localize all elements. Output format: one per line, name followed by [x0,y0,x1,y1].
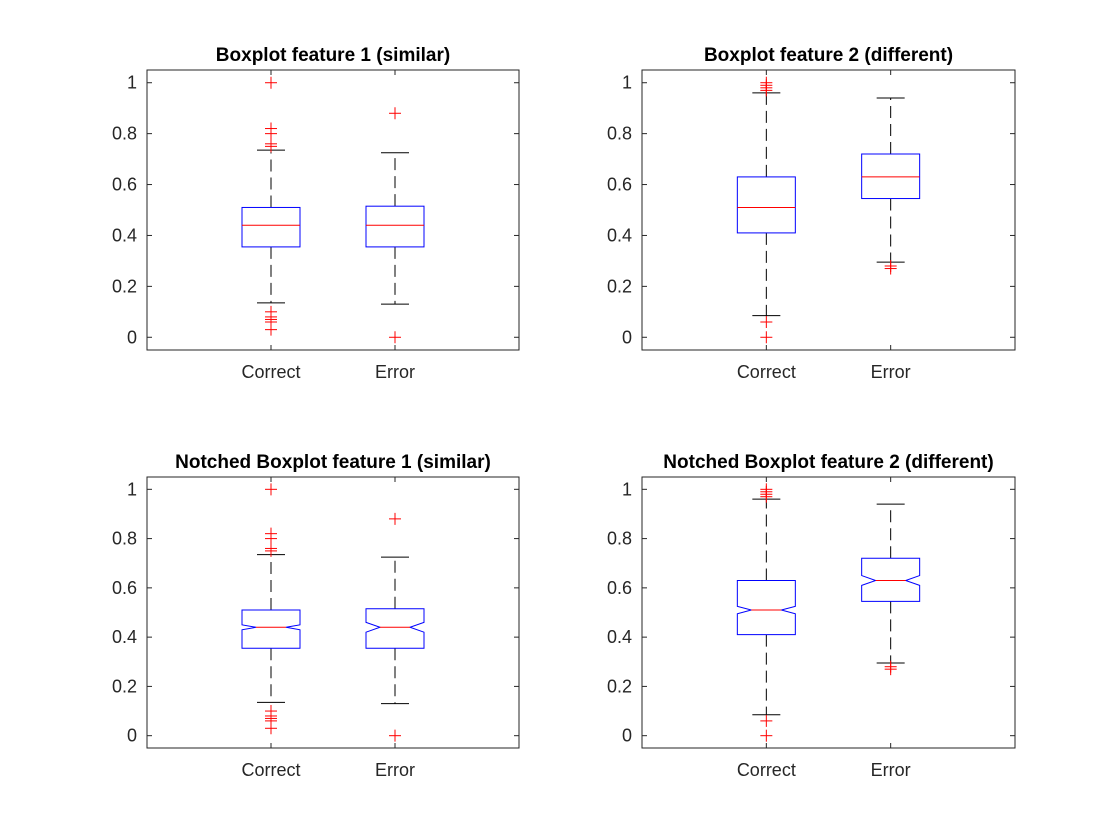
axes-box [641,476,1016,749]
y-tick-label: 0.4 [607,225,632,245]
box-error [861,503,921,676]
y-tick-label: 0.6 [607,175,632,195]
x-tick-label: Error [375,760,415,780]
box-rect [861,153,921,200]
x-tick-label: Error [871,362,911,382]
outlier-marker [265,140,277,153]
box-correct [736,76,796,344]
axes-box [146,69,520,351]
y-tick-label: 1 [127,73,137,93]
y-tick-label: 0.2 [607,676,632,696]
outlier-marker [760,331,773,344]
notched-box [365,608,425,649]
box-error [365,107,425,344]
y-tick-label: 1 [622,479,632,499]
outlier-marker [389,331,401,344]
y-tick-label: 0.4 [112,627,137,647]
y-tick-label: 0.4 [112,225,137,245]
notched-box [241,609,301,649]
outlier-marker [760,490,773,503]
notched-box [736,579,796,636]
y-tick-label: 0 [622,726,632,746]
box-correct [736,483,796,742]
y-tick-label: 1 [127,479,137,499]
y-tick-label: 0.8 [112,529,137,549]
outlier-marker [265,127,277,140]
outlier-marker [760,316,773,328]
y-tick-label: 0.8 [607,529,632,549]
box-rect [241,206,301,248]
box-correct [241,76,301,336]
chart-panel-1: Boxplot feature 1 (similar) 0 0.2 0.4 0.6 0.8… [112,45,520,382]
notched-box [861,557,921,602]
outlier-marker [265,544,277,557]
x-tick-label: Correct [241,760,300,780]
y-tick-label: 0.6 [607,578,632,598]
y-tick-label: 0.6 [112,175,137,195]
outlier-marker [265,323,277,336]
x-tick-label: Correct [241,362,300,382]
chart-panel-3: Notched Boxplot feature 1 (similar) 0 0.2 0… [112,452,520,780]
outlier-marker [389,107,401,120]
chart-title: Boxplot feature 1 (similar) [216,45,450,66]
chart-title: Notched Boxplot feature 1 (similar) [175,452,491,473]
y-tick-label: 0.2 [607,276,632,296]
outlier-marker [389,729,401,742]
y-tick-label: 0 [622,327,632,347]
outlier-marker [265,722,277,735]
outlier-marker [265,483,277,496]
y-tick-label: 0.8 [112,124,137,144]
box-error [365,512,425,742]
outlier-marker [884,663,897,676]
chart-title: Notched Boxplot feature 2 (different) [663,452,993,473]
y-tick-label: 0.4 [607,627,632,647]
chart-panel-4: Notched Boxplot feature 2 (different) 0 0.… [607,452,1016,780]
y-tick-label: 0.2 [112,676,137,696]
axes-box [641,69,1016,351]
axes-box [146,476,520,749]
y-tick-label: 0.8 [607,124,632,144]
outlier-marker [760,84,773,97]
outlier-marker [760,729,773,742]
outlier-marker [265,76,277,89]
chart-title: Boxplot feature 2 (different) [704,45,953,66]
box-error [861,97,921,275]
box-correct [241,483,301,735]
box-rect [736,176,796,234]
x-tick-label: Correct [737,760,796,780]
y-tick-label: 1 [622,73,632,93]
y-tick-label: 0 [127,726,137,746]
x-tick-label: Error [375,362,415,382]
y-tick-label: 0.2 [112,276,137,296]
outlier-marker [884,262,897,275]
box-rect [365,205,425,248]
outlier-marker [760,714,773,727]
outlier-marker [389,512,401,525]
x-tick-label: Correct [737,362,796,382]
y-tick-label: 0 [127,327,137,347]
x-tick-label: Error [871,760,911,780]
y-tick-label: 0.6 [112,578,137,598]
chart-panel-2: Boxplot feature 2 (different) 0 0.2 0.4 0.6 0… [607,45,1016,382]
